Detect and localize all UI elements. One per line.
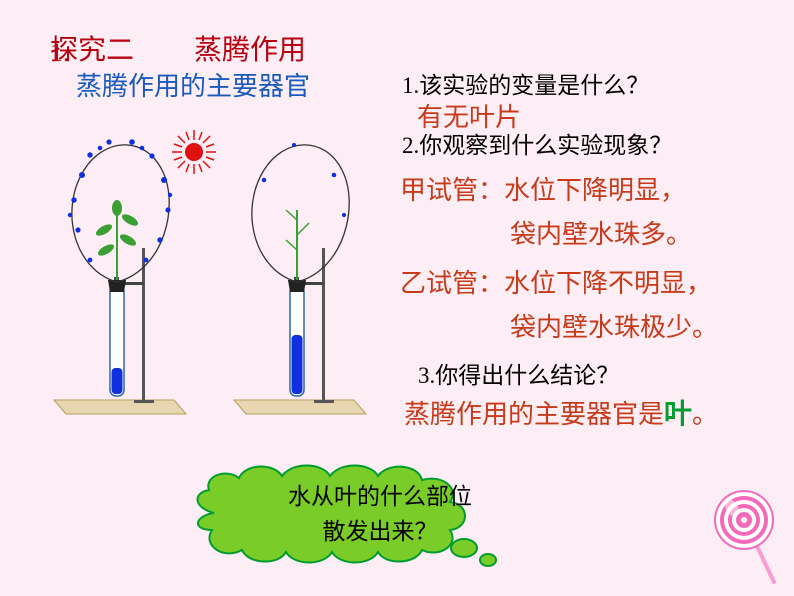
thought-line2: 散发出来？ — [323, 519, 438, 544]
section-title: 蒸腾作用的主要器官 — [76, 66, 310, 103]
observation-b-line1: 乙试管：水位下降不明显， — [400, 264, 712, 303]
experiment-diagram — [44, 120, 388, 430]
thought-line1: 水从叶的什么部位 — [288, 484, 472, 509]
question-3: 3.你得出什么结论？ — [418, 356, 619, 390]
observation-b-line2: 袋内壁水珠极少。 — [510, 308, 718, 347]
conclusion-key: 叶 — [664, 399, 692, 430]
experiment-svg — [44, 120, 388, 430]
question-1: 1.该实验的变量是什么？ — [402, 66, 649, 100]
setup-b — [234, 143, 366, 414]
setup-a — [54, 139, 186, 414]
answer-1: 有无叶片 — [417, 97, 521, 134]
topic-title: 蒸腾作用 — [194, 28, 306, 68]
sun-icon — [172, 130, 216, 174]
section-number: 1. — [50, 38, 70, 68]
observation-a-line2: 袋内壁水珠多。 — [510, 215, 692, 254]
header: 探究二 蒸腾作用 — [50, 28, 306, 68]
lollipop-icon — [708, 484, 780, 584]
thought-text: 水从叶的什么部位 散发出来？ — [250, 480, 510, 549]
observation-a-line1: 甲试管：水位下降明显， — [400, 171, 686, 210]
conclusion: 蒸腾作用的主要器官是叶。 — [404, 392, 718, 432]
conclusion-end: 。 — [692, 400, 718, 429]
question-2: 2.你观察到什么实验现象？ — [402, 130, 772, 162]
conclusion-pre: 蒸腾作用的主要器官是 — [404, 400, 664, 429]
